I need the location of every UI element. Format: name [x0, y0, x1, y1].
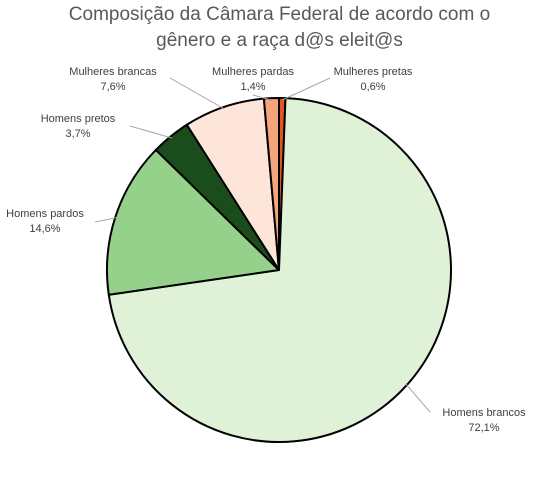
leader-line — [281, 77, 331, 101]
leader-line — [405, 383, 431, 413]
data-label-category: Homens pardos — [6, 208, 84, 220]
pie-slices — [106, 96, 452, 443]
pie-slice-homens-pardos — [106, 148, 280, 296]
leader-lines — [94, 77, 431, 413]
leader-line — [169, 77, 225, 110]
data-labels: Mulheres pretas 0,6% Homens brancos 72,1% Ho… — [6, 66, 526, 434]
chart-title: Composição da Câmara Federal de acordo c… — [0, 2, 559, 54]
chart-title-line-1: Composição da Câmara Federal de acordo c… — [68, 4, 491, 25]
data-label-category: Homens pretos — [41, 113, 116, 125]
data-label-value: 72,1% — [468, 422, 499, 434]
data-label-value: 0,6% — [360, 81, 385, 93]
leader-line — [252, 94, 272, 101]
chart-title-line-2: gênero e a raça d@s eleit@s — [156, 30, 403, 51]
data-label-category: Mulheres pretas — [334, 66, 413, 78]
data-label-category: Homens brancos — [442, 407, 526, 419]
leader-line — [129, 125, 173, 139]
data-label-value: 3,7% — [65, 128, 90, 140]
data-label-category: Mulheres pardas — [212, 66, 294, 78]
data-label-value: 7,6% — [100, 81, 125, 93]
data-label-value: 14,6% — [29, 223, 60, 235]
data-label-value: 1,4% — [240, 81, 265, 93]
data-label-category: Mulheres brancas — [69, 66, 157, 78]
pie-slice-mulheres-pardas — [262, 97, 280, 271]
leader-line — [94, 217, 118, 223]
